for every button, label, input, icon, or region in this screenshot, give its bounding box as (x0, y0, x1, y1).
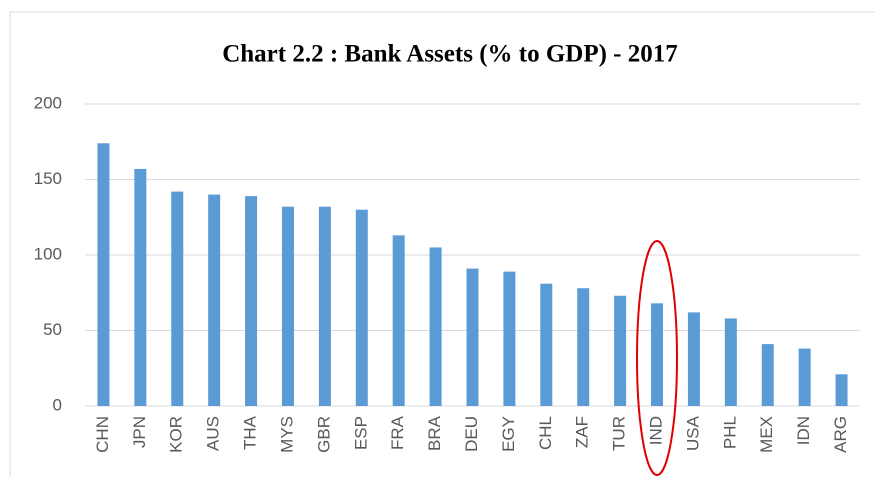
x-tick-label: ARG (831, 416, 850, 453)
x-tick-label: CHL (536, 416, 555, 450)
bar (835, 374, 848, 406)
bar (429, 247, 442, 406)
bar (281, 206, 294, 406)
x-tick-label: USA (683, 415, 702, 451)
y-tick-label: 200 (34, 93, 62, 112)
x-tick-label: KOR (167, 416, 186, 453)
x-tick-label: GBR (314, 416, 333, 453)
bar (761, 344, 774, 406)
x-tick-label: DEU (462, 416, 481, 452)
x-tick-label: EGY (499, 416, 518, 452)
bar (651, 303, 664, 406)
bar (798, 348, 811, 406)
bar (577, 288, 590, 406)
x-tick-label: TUR (610, 416, 629, 451)
x-tick-label: JPN (130, 416, 149, 448)
y-tick-label: 0 (53, 395, 62, 414)
x-tick-label: FRA (388, 415, 407, 450)
highlight-ellipse (636, 240, 678, 476)
x-tick-label: THA (241, 415, 260, 450)
bar (97, 143, 110, 406)
bar (171, 191, 184, 406)
y-tick-label: 100 (34, 244, 62, 263)
x-tick-label: CHN (93, 416, 112, 453)
bar (245, 196, 258, 406)
bar (392, 235, 405, 406)
x-tick-label: IND (647, 416, 666, 445)
bar (318, 206, 331, 406)
x-tick-label: MYS (277, 416, 296, 453)
x-tick-label: ZAF (573, 416, 592, 448)
bar (466, 268, 479, 406)
y-tick-label: 50 (43, 320, 62, 339)
y-tick-label: 150 (34, 169, 62, 188)
bar (208, 194, 221, 406)
x-tick-label: MEX (757, 416, 776, 453)
x-tick-label: ESP (351, 416, 370, 450)
x-tick-label: BRA (425, 415, 444, 451)
chart-title: Chart 2.2 : Bank Assets (% to GDP) - 201… (222, 41, 678, 68)
x-tick-label: PHL (720, 416, 739, 449)
bar (355, 209, 368, 406)
bar (724, 318, 737, 406)
bar (134, 168, 147, 406)
bar (687, 312, 700, 406)
bar (540, 283, 553, 406)
bar (503, 271, 516, 406)
x-tick-label: IDN (794, 416, 813, 445)
bar (614, 295, 627, 406)
x-tick-label: AUS (204, 416, 223, 451)
